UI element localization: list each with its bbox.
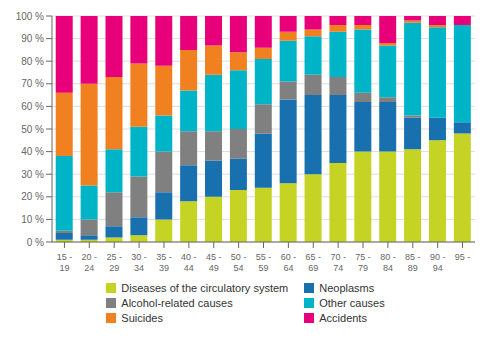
- svg-text:60 %: 60 %: [21, 101, 44, 112]
- svg-text:45 -49: 45 -49: [206, 252, 222, 273]
- html-text:Neoplasms: Neoplasms: [319, 282, 375, 294]
- svg-text:90 %: 90 %: [21, 33, 44, 44]
- html-text:Suicides: Suicides: [121, 312, 163, 324]
- svg-text:70 -74: 70 -74: [330, 252, 346, 273]
- svg-text:30 %: 30 %: [21, 169, 44, 180]
- svg-text:70 %: 70 %: [21, 78, 44, 89]
- svg-text:40 -44: 40 -44: [181, 252, 197, 273]
- svg-text:10 %: 10 %: [21, 214, 44, 225]
- svg-text:85 -89: 85 -89: [405, 252, 421, 273]
- html-text:Diseases of the circulatory sy: Diseases of the circulatory system: [121, 282, 289, 294]
- svg-text:65 -69: 65 -69: [306, 252, 322, 273]
- svg-text:20 %: 20 %: [21, 191, 44, 202]
- svg-text:15 -19: 15 -19: [57, 252, 73, 273]
- html-text:Accidents: Accidents: [319, 312, 367, 324]
- svg-text:35 -39: 35 -39: [156, 252, 172, 273]
- svg-text:80 %: 80 %: [21, 56, 44, 67]
- svg-text:40 %: 40 %: [21, 146, 44, 157]
- html-text:Alcohol-related causes: Alcohol-related causes: [121, 297, 233, 309]
- svg-text:100 %: 100 %: [16, 11, 44, 22]
- svg-text:30 -34: 30 -34: [131, 252, 147, 273]
- svg-text:80 -84: 80 -84: [380, 252, 396, 273]
- svg-text:20 -24: 20 -24: [82, 252, 98, 273]
- svg-text:0 %: 0 %: [27, 237, 44, 248]
- svg-text:90 -94: 90 -94: [430, 252, 446, 273]
- svg-text:50 -54: 50 -54: [231, 252, 247, 273]
- svg-text:25 -29: 25 -29: [106, 252, 122, 273]
- svg-text:75 -79: 75 -79: [355, 252, 371, 273]
- svg-text:60 -64: 60 -64: [281, 252, 297, 273]
- html-text:Other causes: Other causes: [319, 297, 385, 309]
- svg-text:55 -59: 55 -59: [256, 252, 272, 273]
- svg-text:95 -: 95 -: [455, 252, 471, 262]
- svg-text:50 %: 50 %: [21, 124, 44, 135]
